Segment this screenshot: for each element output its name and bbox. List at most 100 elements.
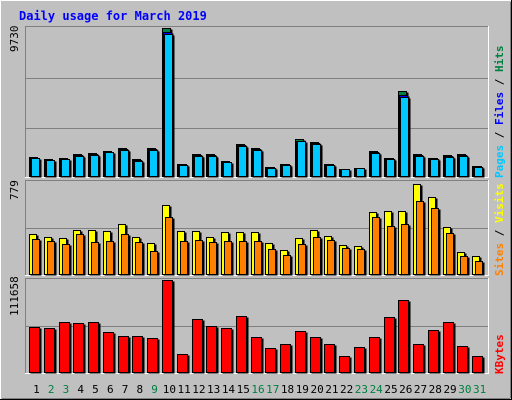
bar-pages-day-14 [223,162,232,177]
x-tick-label-day-5: 5 [92,383,99,396]
x-tick-label-day-27: 27 [414,383,427,396]
bar-pages-day-27 [415,156,424,177]
files-axis-label: Files [493,92,506,125]
bar-pages-day-6 [105,152,114,177]
bar-pages-day-19 [297,141,306,177]
bar-sites-day-27 [416,201,424,275]
bar-pages-day-5 [90,155,99,177]
x-tick-label-day-14: 14 [222,383,236,396]
bar-pages-day-13 [208,156,217,177]
bar-sites-day-23 [357,249,365,275]
bar-pages-day-8 [134,161,143,177]
bar-sites-day-31 [475,261,483,275]
bar-sites-day-30 [460,256,468,275]
bar-sites-day-14 [224,241,232,275]
bar-kbytes-day-17 [265,348,276,373]
bar-pages-day-31 [474,167,483,177]
bar-kbytes-day-18 [280,344,291,373]
bar-kbytes-day-6 [103,332,114,373]
bar-kbytes-day-29 [443,322,454,373]
bar-kbytes-day-16 [251,337,262,373]
panel-3-ymax-label: 111658 [8,276,21,316]
bar-kbytes-day-5 [88,322,99,373]
bar-pages-day-28 [430,159,439,177]
bar-sites-day-7 [121,234,129,275]
bar-kbytes-day-19 [295,331,306,373]
x-tick-label-day-8: 8 [136,383,143,396]
bar-pages-day-20 [312,144,321,177]
x-tick-label-day-4: 4 [77,383,84,396]
x-tick-label-day-18: 18 [281,383,294,396]
x-tick-label-day-28: 28 [429,383,442,396]
bar-sites-day-4 [76,234,84,275]
x-tick-label-day-3: 3 [63,383,70,396]
pages-axis-label: Pages [493,145,506,178]
bar-kbytes-day-21 [324,344,335,373]
bar-kbytes-day-1 [29,327,40,373]
sites-axis-label: Sites [493,243,506,276]
bar-kbytes-day-24 [369,337,380,373]
bar-pages-day-3 [61,159,70,177]
panel-frames [25,26,489,374]
bar-kbytes-day-15 [236,316,247,373]
bar-pages-day-30 [459,156,468,177]
bar-kbytes-day-10 [162,280,173,373]
bar-sites-day-11 [180,241,188,275]
bar-pages-day-16 [253,150,262,177]
bar-sites-day-2 [47,241,55,275]
bar-pages-day-2 [46,160,55,177]
bar-sites-day-16 [254,241,262,275]
axis-label-separator: / [493,125,506,145]
bar-pages-day-29 [445,157,454,177]
x-tick-label-day-11: 11 [178,383,191,396]
panel-2-ymax-label: 779 [8,180,21,200]
bar-sites-day-25 [387,226,395,275]
x-tick-label-day-29: 29 [443,383,456,396]
x-tick-label-day-22: 22 [340,383,353,396]
bar-pages-day-4 [75,156,84,177]
panel-1-ymax-label: 9730 [8,26,21,53]
bar-pages-day-23 [356,168,365,177]
bar-sites-day-18 [283,255,291,275]
hits-axis-label: Hits [493,46,506,73]
bar-sites-day-12 [195,240,203,275]
bar-sites-day-21 [327,240,335,275]
bar-pages-day-24 [371,153,380,177]
bar-sites-day-10 [165,217,173,275]
bar-kbytes-day-3 [59,322,70,373]
bar-sites-day-22 [342,248,350,275]
bar-sites-day-28 [431,208,439,275]
x-tick-label-day-2: 2 [48,383,55,396]
bar-pages-day-11 [179,165,188,177]
axis-label-separator: / [493,72,506,92]
x-tick-label-day-7: 7 [122,383,129,396]
bar-pages-day-9 [149,150,158,177]
bar-kbytes-day-27 [413,344,424,373]
x-tick-label-day-6: 6 [107,383,114,396]
bar-kbytes-day-28 [428,330,439,373]
x-tick-label-day-26: 26 [399,383,412,396]
bar-kbytes-day-7 [118,336,129,373]
bar-sites-day-8 [135,242,143,275]
x-tick-label-day-30: 30 [458,383,471,396]
chart-bars [29,28,485,374]
bar-kbytes-day-11 [177,354,188,373]
panel-2-axis-label: Sites / Visits [493,183,506,276]
bar-pages-day-22 [341,169,350,177]
bar-pages-day-10 [164,34,173,177]
x-tick-label-day-24: 24 [370,383,384,396]
x-tick-label-day-31: 31 [473,383,486,396]
kbytes-axis-label: KBytes [493,334,506,374]
bar-pages-day-18 [282,165,291,177]
x-tick-label-day-10: 10 [163,383,176,396]
bar-kbytes-day-2 [44,328,55,373]
bar-pages-day-15 [238,146,247,177]
x-tick-label-day-20: 20 [310,383,323,396]
panel-1-axis-label: Pages / Files / Hits [493,46,506,179]
x-tick-label-day-12: 12 [192,383,205,396]
bar-sites-day-5 [91,242,99,275]
x-tick-label-day-13: 13 [207,383,220,396]
bar-sites-day-15 [239,241,247,275]
bar-pages-day-12 [194,156,203,177]
